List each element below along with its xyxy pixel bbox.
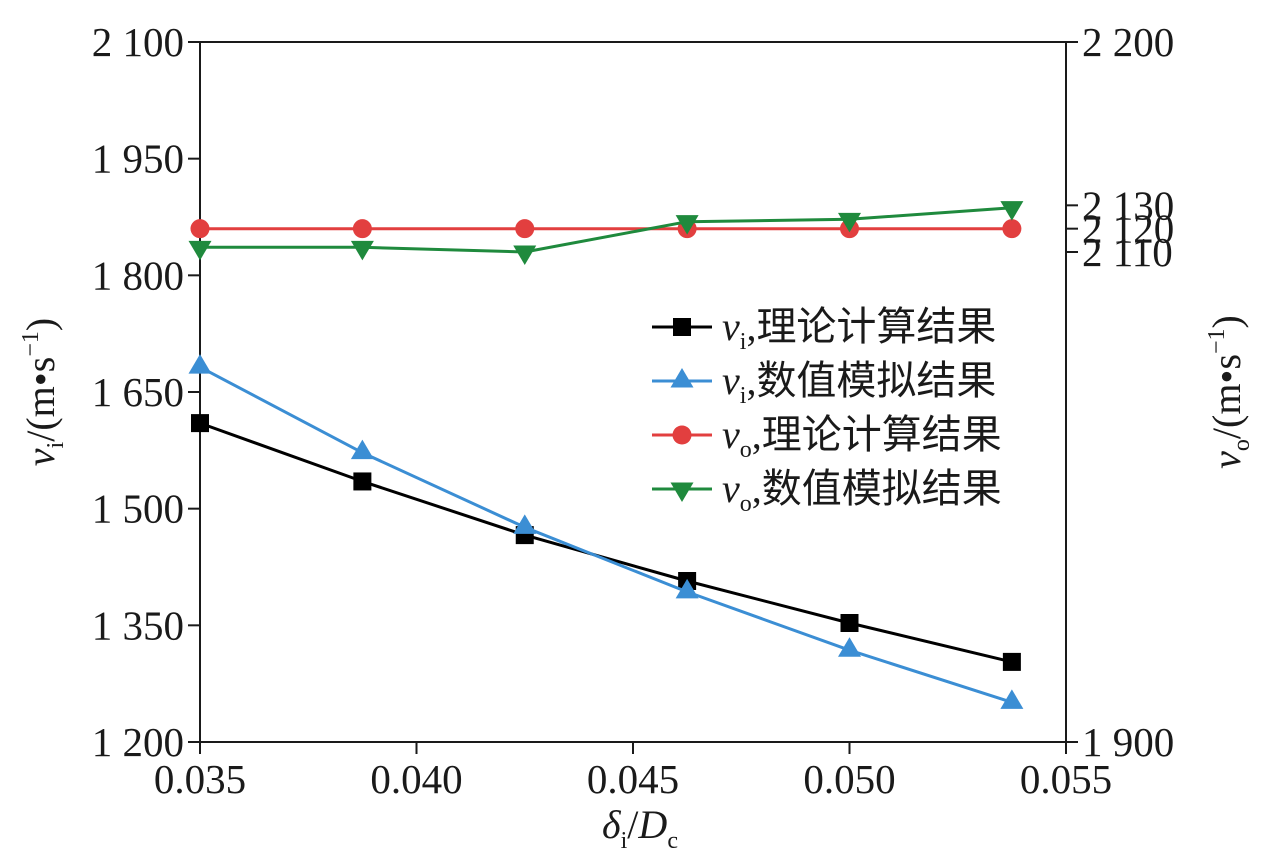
- axes: 0.035 0.040 0.045 0.050 0.055 1 200 1 350 1 500…: [92, 19, 1175, 802]
- legend-item-3: vo,数值模拟结果: [652, 466, 1002, 517]
- legend-label-text-3: ,数值模拟结果: [752, 466, 1002, 511]
- series-2-point-0: [190, 219, 210, 239]
- legend-marker-2: [672, 425, 692, 445]
- y-left-tick-label-1: 1 350: [92, 602, 184, 648]
- legend-label-var-1: v: [722, 358, 740, 403]
- y-left-tick-label-2: 1 500: [92, 486, 184, 532]
- y-right-tick-label-4: 2 200: [1082, 19, 1174, 65]
- y-left-tick-label-5: 1 950: [92, 136, 184, 182]
- y-right-title-close: ): [1204, 315, 1249, 328]
- legend-marker-1: [670, 368, 694, 388]
- series-3-point-1: [350, 240, 374, 261]
- y-left-title-var: v: [18, 448, 63, 466]
- series-0-point-4: [840, 614, 859, 632]
- legend-label-0: vi,理论计算结果: [722, 304, 996, 355]
- x-tick-label-3: 0.050: [803, 756, 895, 802]
- legend-item-2: vo,理论计算结果: [652, 412, 1002, 463]
- legend-item-1: vi,数值模拟结果: [652, 358, 996, 409]
- x-title-var: δ: [602, 802, 622, 847]
- legend-marker-0: [673, 318, 691, 336]
- series-1-point-3: [675, 578, 699, 599]
- legend-label-sub-3: o: [740, 491, 752, 517]
- y-right-tick-label-1: 2 110: [1082, 229, 1173, 275]
- legend-label-2: vo,理论计算结果: [722, 412, 1002, 463]
- series-1: [188, 354, 1024, 709]
- y-right-title-sub: o: [1229, 439, 1255, 451]
- y-left-title-unit: /(m•s: [18, 357, 63, 442]
- x-tick-label-4: 0.055: [1020, 756, 1112, 802]
- y-left-title-sub: i: [43, 441, 69, 448]
- x-tick-label-1: 0.040: [370, 756, 462, 802]
- legend-label-text-0: ,理论计算结果: [746, 304, 996, 349]
- series-2-point-1: [352, 219, 372, 239]
- series-2-point-2: [515, 219, 535, 239]
- legend-label-text-2: ,理论计算结果: [752, 412, 1002, 457]
- legend-marker-3: [670, 482, 694, 502]
- x-axis-title: δi/Dc: [602, 802, 678, 854]
- y-left-tick-label-3: 1 650: [92, 369, 184, 415]
- series-3-point-2: [513, 245, 537, 265]
- legend-label-var-2: v: [722, 412, 740, 457]
- series-0-point-5: [1002, 652, 1021, 671]
- series-1-point-0: [188, 354, 212, 374]
- series-1-point-5: [1000, 689, 1024, 709]
- x-title-sub: i: [621, 828, 628, 854]
- x-title-sub2: c: [667, 828, 678, 854]
- series-1-point-1: [350, 439, 374, 460]
- y-left-tick-label-6: 2 100: [92, 19, 184, 65]
- series-3-point-3: [675, 215, 699, 235]
- legend-item-0: vi,理论计算结果: [652, 304, 996, 355]
- series-3: [188, 201, 1024, 265]
- y-right-title-var: v: [1204, 451, 1249, 469]
- series-3-line: [200, 206, 1013, 254]
- legend-label-sub-1: i: [740, 383, 747, 409]
- legend-label-1: vi,数值模拟结果: [722, 358, 996, 409]
- y-left-title-close: ): [18, 318, 63, 331]
- series-3-point-4: [838, 212, 861, 233]
- legend-label-3: vo,数值模拟结果: [722, 466, 1002, 517]
- series-0-point-0: [191, 414, 209, 433]
- x-tick-label-2: 0.045: [587, 756, 679, 802]
- series-1-point-4: [838, 637, 861, 657]
- y-left-title-sup: −1: [18, 331, 44, 357]
- legend-label-var-0: v: [722, 304, 740, 349]
- y-right-title-sup: −1: [1204, 328, 1230, 354]
- series-0-line: [199, 421, 1013, 664]
- legend-label-text-1: ,数值模拟结果: [746, 358, 996, 403]
- legend-label-var-3: v: [722, 466, 740, 511]
- series-1-line: [199, 365, 1013, 704]
- legend-label-sub-0: i: [740, 329, 747, 355]
- series-2-point-5: [1002, 219, 1022, 239]
- y-right-tick-label-2: 2 120: [1082, 206, 1174, 252]
- series-1-point-2: [513, 514, 537, 534]
- y-right-title-unit: /(m•s: [1204, 354, 1249, 439]
- x-title-sep: /: [627, 802, 639, 847]
- x-tick-label-0: 0.035: [154, 756, 246, 802]
- y-left-tick-label-0: 1 200: [92, 719, 184, 765]
- series-3-point-5: [1000, 201, 1024, 221]
- x-title-var2: D: [637, 802, 667, 847]
- y-right-axis-title: vo/(m•s−1): [1204, 315, 1255, 469]
- series-3-point-0: [188, 240, 212, 261]
- y-left-axis-title: vi/(m•s−1): [18, 318, 69, 466]
- y-left-tick-label-4: 1 800: [92, 252, 184, 298]
- y-right-tick-label-0: 1 900: [1082, 719, 1174, 765]
- series-0-point-1: [353, 472, 372, 491]
- series-2: [190, 219, 1022, 239]
- y-right-tick-label-3: 2 130: [1082, 182, 1174, 228]
- legend-label-sub-2: o: [740, 437, 752, 463]
- series-group: [188, 201, 1024, 709]
